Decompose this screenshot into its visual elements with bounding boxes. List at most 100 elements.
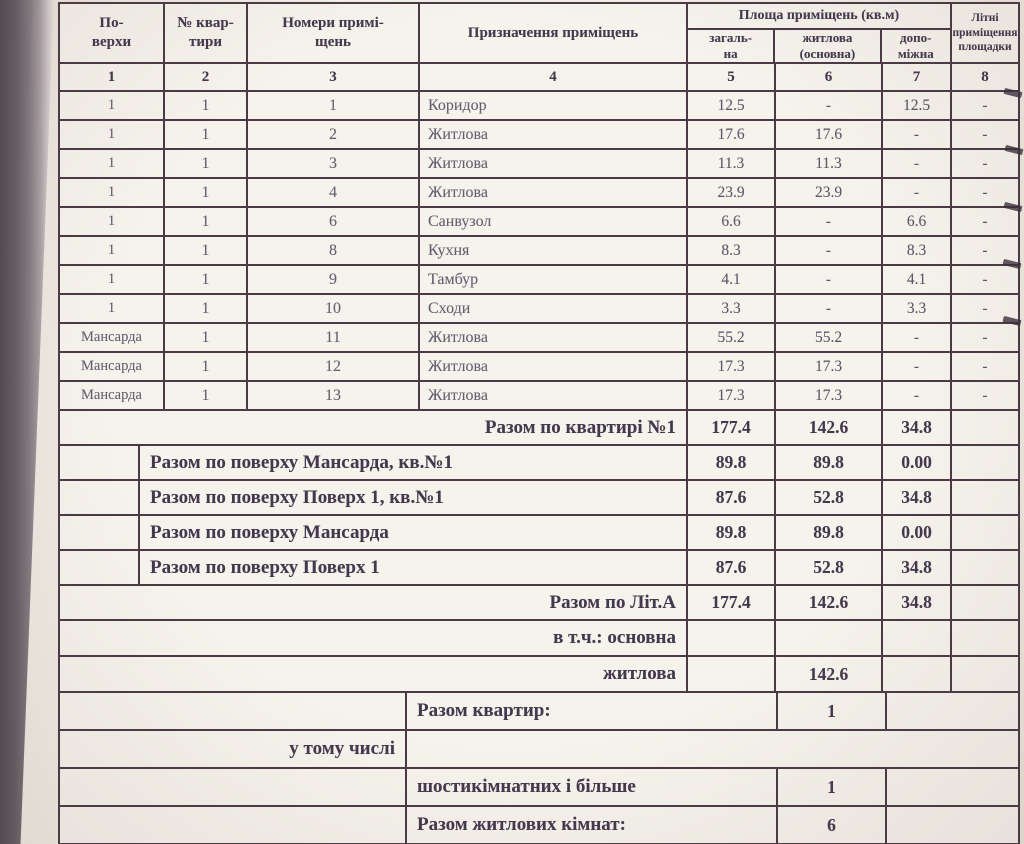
table-row: 1 1 3 Житлова 11.3 11.3 - - [60,150,1018,179]
summary-aux-area: 34.8 [883,411,952,444]
empty-cell [887,807,1018,843]
cell-total-area: 3.3 [688,295,776,322]
cell-apartment: 1 [165,295,248,322]
cell-purpose: Житлова [420,324,688,351]
breakdown-row-osnovna: в т.ч.: основна [60,621,1018,657]
bottom-row-six-rooms: шостикімнатних і більше 1 [60,769,1018,807]
table-row: 1 1 4 Житлова 23.9 23.9 - - [60,179,1018,208]
cell-aux-area: 12.5 [883,92,952,119]
cell-summer-area: - [982,299,988,317]
cell-floor: 1 [60,179,165,206]
summary-row-floor-mansarda-apt1: Разом по поверху Мансарда, кв.№1 89.8 89… [60,446,1018,481]
breakdown-aux-area [883,621,952,655]
col-header-summer: Літні приміщення площадки [952,11,1018,54]
col-number-6: 6 [776,64,883,90]
cell-living-area: 23.9 [776,179,883,206]
cell-living-area: - [776,92,883,119]
table-row: Мансарда 1 11 Житлова 55.2 55.2 - - [60,324,1018,353]
cell-room-number: 2 [248,121,420,148]
summary-aux-area: 0.00 [883,446,952,479]
cell-total-area: 6.6 [688,208,776,235]
cell-aux-area: - [883,324,952,351]
summary-row-floor-mansarda: Разом по поверху Мансарда 89.8 89.8 0.00 [60,516,1018,551]
col-number-1: 1 [60,64,165,90]
cell-living-area: 11.3 [776,150,883,177]
empty-cell [407,731,1018,767]
breakdown-summer-area [952,657,1018,691]
column-number-row: 1 2 3 4 5 6 7 8 [60,64,1018,92]
cell-purpose: Житлова [420,150,688,177]
table-row: Мансарда 1 13 Житлова 17.3 17.3 - - [60,382,1018,411]
area-group-header: Площа приміщень (кв.м) загаль- на житлов… [688,4,952,62]
living-rooms-total-label: Разом житлових кімнат: [407,807,778,843]
apartments-total-label: Разом квартир: [407,693,778,729]
table-row: 1 1 6 Санвузол 6.6 - 6.6 - [60,208,1018,237]
summary-living-area: 89.8 [776,446,883,479]
cell-room-number: 1 [248,92,420,119]
breakdown-total-area [688,657,776,691]
cell-living-area: 55.2 [776,324,883,351]
cell-room-number: 8 [248,237,420,264]
cell-apartment: 1 [165,266,248,293]
summary-summer-area [952,586,1018,619]
cell-summer-area: - [982,183,988,201]
breakdown-living-area: 142.6 [776,657,883,691]
col-header-room-numbers: Номери примі- щень [248,4,420,62]
table-row: 1 1 10 Сходи 3.3 - 3.3 - [60,295,1018,324]
cell-total-area: 17.3 [688,353,776,380]
summary-label: Разом по Літ.А [60,586,688,619]
breakdown-row-zhytlova: житлова 142.6 [60,657,1018,693]
summary-row-floor-1-apt1: Разом по поверху Поверх 1, кв.№1 87.6 52… [60,481,1018,516]
cell-aux-area: - [883,382,952,409]
summary-summer-area [952,516,1018,549]
summary-row-floor-1: Разом по поверху Поверх 1 87.6 52.8 34.8 [60,551,1018,586]
cell-purpose: Коридор [420,92,688,119]
cell-purpose: Сходи [420,295,688,322]
cell-aux-area: - [883,121,952,148]
empty-cell [887,693,1018,729]
summary-summer-area [952,481,1018,514]
cell-floor: 1 [60,266,165,293]
cell-summer-area: - [982,212,988,230]
empty-cell [60,807,407,843]
summary-aux-area: 34.8 [883,481,952,514]
empty-cell [60,693,407,729]
table-row: Мансарда 1 12 Житлова 17.3 17.3 - - [60,353,1018,382]
cell-purpose: Тамбур [420,266,688,293]
empty-cell [60,481,140,514]
empty-cell [60,446,140,479]
cell-room-number: 9 [248,266,420,293]
summary-aux-area: 34.8 [883,586,952,619]
summary-aux-area: 34.8 [883,551,952,584]
summary-label: Разом по поверху Поверх 1 [140,551,688,584]
apartments-total-value: 1 [778,693,887,729]
cell-floor: 1 [60,237,165,264]
cell-total-area: 55.2 [688,324,776,351]
empty-cell [887,769,1018,805]
cell-floor: 1 [60,92,165,119]
summary-label: Разом по поверху Мансарда, кв.№1 [140,446,688,479]
summary-living-area: 52.8 [776,481,883,514]
cell-total-area: 17.3 [688,382,776,409]
col-header-total-area: загаль- на [688,29,776,62]
cell-living-area: - [776,237,883,264]
summary-total-area: 89.8 [688,446,776,479]
cell-living-area: - [776,208,883,235]
cell-summer-area: - [982,125,988,143]
breakdown-label: в т.ч.: основна [60,621,688,655]
cell-apartment: 1 [165,208,248,235]
summary-row-apartment-1: Разом по квартирі №1 177.4 142.6 34.8 [60,411,1018,446]
cell-purpose: Санвузол [420,208,688,235]
cell-floor: 1 [60,150,165,177]
summary-total-area: 177.4 [688,586,776,619]
cell-apartment: 1 [165,92,248,119]
cell-floor: 1 [60,295,165,322]
col-number-8: 8 [981,68,989,85]
cell-room-number: 12 [248,353,420,380]
table-row: 1 1 1 Коридор 12.5 - 12.5 - [60,92,1018,121]
breakdown-total-area [688,621,776,655]
premises-table: По- верхи № квар- тири Номери примі- щен… [58,2,1020,844]
empty-cell [60,516,140,549]
cell-total-area: 8.3 [688,237,776,264]
